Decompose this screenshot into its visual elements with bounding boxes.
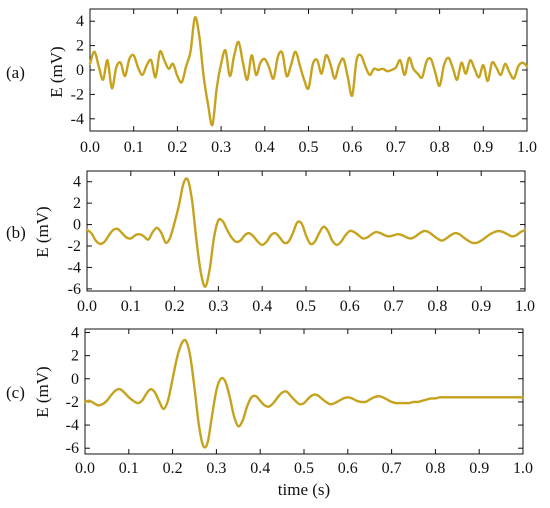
x-tick-label: 0.4: [252, 298, 272, 315]
x-tick-label: 0.4: [250, 460, 270, 477]
y-tick-label: -2: [68, 238, 81, 255]
x-tick-label: 0.0: [80, 139, 100, 156]
y-tick-label: -6: [68, 281, 81, 298]
y-tick-label: 0: [71, 371, 79, 388]
x-tick-label: 0.7: [382, 460, 402, 477]
x-tick-label: 0.1: [124, 139, 144, 156]
ecg-series-line: [83, 338, 525, 449]
x-tick-label: 0.9: [469, 460, 489, 477]
y-axis-title: E (mV): [33, 366, 52, 417]
y-tick-label: -6: [66, 440, 79, 457]
plot-frame: [89, 8, 528, 132]
x-tick-label: 0.7: [386, 139, 406, 156]
y-tick-label: 4: [76, 13, 84, 30]
y-axis-title: E (mV): [47, 46, 66, 97]
x-tick-label: 0.1: [121, 298, 141, 315]
x-tick-label: 0.3: [208, 298, 228, 315]
x-tick-label: 0.8: [425, 460, 445, 477]
x-tick-label: 0.3: [206, 460, 226, 477]
x-tick-label: 0.2: [165, 298, 185, 315]
panel-label: (a): [6, 63, 25, 82]
panel-c: 0.0 0.1 0.2 0.3 0.4 0.5 0.6 0.7 0.8 0.9 1.0 4 2 0 -2 -4…: [6, 324, 533, 499]
x-tick-label: 0.3: [211, 139, 231, 156]
x-tick-label: 0.7: [384, 298, 404, 315]
x-tick-label: 0.2: [163, 460, 183, 477]
x-tick-label: 0.6: [342, 139, 362, 156]
y-tick-label: 4: [71, 324, 79, 341]
x-tick-label: 0.9: [473, 139, 493, 156]
y-tick-label: 4: [73, 174, 81, 191]
x-tick-label: 0.9: [471, 298, 491, 315]
panel-label: (b): [6, 223, 26, 242]
y-tick-label: 0: [76, 62, 84, 79]
x-tick-label: 1.0: [515, 298, 535, 315]
ecg-series-line: [88, 15, 529, 127]
y-tick-label: -4: [66, 417, 79, 434]
y-tick-label: 2: [73, 195, 81, 212]
y-tick-label: -4: [68, 259, 81, 276]
x-tick-label: 0.6: [338, 460, 358, 477]
y-tick-label: -2: [71, 86, 84, 103]
panel-a: 0.0 0.1 0.2 0.3 0.4 0.5 0.6 0.7 0.8 0.9 1.0 4 2 0 -2 -4…: [6, 8, 537, 156]
x-tick-label: 0.1: [119, 460, 139, 477]
y-tick-label: -2: [66, 394, 79, 411]
x-tick-label: 0.6: [340, 298, 360, 315]
ecg-series-line: [85, 177, 527, 288]
panel-label: (c): [6, 383, 25, 402]
x-tick-label: 0.5: [296, 298, 316, 315]
panel-b: 0.0 0.1 0.2 0.3 0.4 0.5 0.6 0.7 0.8 0.9 1.0 4 2 0 -2 -4…: [6, 170, 535, 315]
x-tick-label: 0.8: [430, 139, 450, 156]
x-tick-label: 0.8: [427, 298, 447, 315]
y-axis-title: E (mV): [33, 206, 52, 257]
x-tick-label: 1.0: [513, 460, 533, 477]
y-tick-label: 2: [71, 348, 79, 365]
y-tick-label: 2: [76, 38, 84, 55]
x-tick-label: 0.0: [77, 298, 97, 315]
x-tick-label: 0.0: [75, 460, 95, 477]
plot-frame: [84, 328, 524, 455]
x-tick-label: 1.0: [517, 139, 537, 156]
x-tick-label: 0.5: [299, 139, 319, 156]
x-tick-label: 0.5: [294, 460, 314, 477]
x-axis-title: time (s): [278, 480, 330, 499]
x-tick-label: 0.2: [167, 139, 187, 156]
y-tick-label: -4: [71, 111, 84, 128]
y-tick-label: 0: [73, 217, 81, 234]
x-tick-label: 0.4: [255, 139, 275, 156]
